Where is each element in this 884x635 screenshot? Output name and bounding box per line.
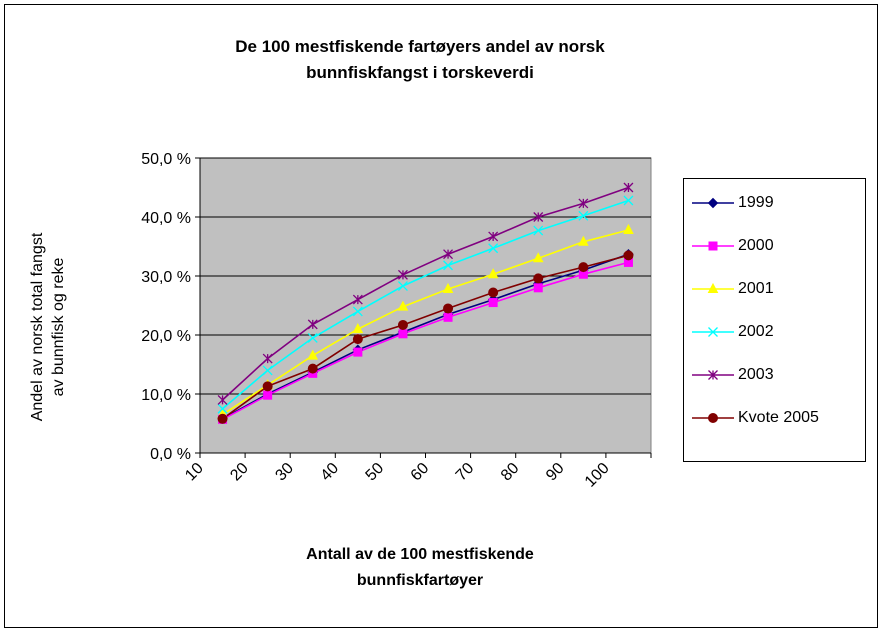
- data-point-kvote-2005: [443, 303, 454, 314]
- data-point-2003: [488, 231, 499, 242]
- data-point-2003: [533, 212, 544, 222]
- legend-label: 2003: [738, 366, 774, 383]
- legend: 1999 2000 2001 2002 2003 Kvote 2005: [683, 178, 866, 462]
- data-point-2000: [443, 312, 453, 322]
- legend-marker: [708, 327, 718, 337]
- chart-title: De 100 mestfiskende fartøyers andel av n…: [120, 34, 720, 86]
- data-point-kvote-2005: [352, 334, 363, 345]
- legend-label: 1999: [738, 194, 774, 211]
- data-point-2003: [307, 319, 318, 330]
- data-point-kvote-2005: [397, 319, 408, 330]
- legend-label: 2002: [738, 323, 774, 340]
- legend-swatch: [692, 197, 734, 209]
- legend-swatch: [692, 370, 734, 380]
- legend-label: 2001: [738, 280, 774, 297]
- x-tick-label: 60: [408, 460, 433, 485]
- legend-item-2001: 2001: [690, 277, 774, 301]
- data-point-2002: [443, 260, 454, 271]
- series-line-2001: [222, 229, 629, 416]
- data-point-2001: [397, 300, 409, 311]
- series-line-2003: [222, 186, 629, 401]
- data-point-kvote-2005: [578, 262, 589, 273]
- y-tick-label: 10,0 %: [141, 387, 191, 404]
- data-point-kvote-2005: [488, 287, 499, 298]
- legend-marker: [707, 282, 719, 293]
- data-point-2002: [397, 281, 408, 291]
- series-line-2002: [222, 199, 629, 410]
- data-point-2002: [352, 306, 363, 317]
- data-point-2003: [397, 269, 408, 280]
- x-tick-label: 70: [453, 460, 478, 485]
- y-tick-label: 50,0 %: [141, 151, 191, 168]
- data-point-2001: [578, 235, 589, 246]
- series-line-kvote-2005: [222, 254, 629, 420]
- legend-item-2002: 2002: [690, 320, 774, 344]
- data-point-2003: [217, 394, 228, 405]
- data-point-2002: [533, 225, 544, 236]
- data-point-kvote-2005: [307, 363, 318, 374]
- data-point-2003: [443, 249, 454, 260]
- data-point-2002: [307, 332, 318, 343]
- x-tick-label: 80: [498, 460, 523, 485]
- legend-item-2000: 2000: [690, 234, 774, 258]
- data-point-2002: [262, 365, 273, 376]
- legend-label: 2000: [738, 237, 774, 254]
- data-point-2001: [623, 223, 634, 234]
- legend-item-2003: 2003: [690, 363, 774, 387]
- data-point-2003: [578, 198, 589, 209]
- legend-marker: [707, 197, 719, 209]
- data-point-kvote-2005: [623, 250, 634, 261]
- data-point-2002: [488, 243, 499, 254]
- data-point-2000: [353, 347, 363, 357]
- data-point-2000: [398, 329, 408, 339]
- x-tick-label: 10: [182, 460, 207, 485]
- data-point-2002: [623, 195, 634, 206]
- data-point-2001: [487, 268, 499, 279]
- y-tick-label: 30,0 %: [141, 269, 191, 286]
- x-axis-title: Antall av de 100 mestfiskende bunnfiskfa…: [220, 542, 620, 594]
- data-point-2003: [262, 353, 273, 364]
- x-tick-label: 50: [363, 460, 388, 485]
- y-tick-label: 20,0 %: [141, 328, 191, 345]
- chart-title-line-1: De 100 mestfiskende fartøyers andel av n…: [235, 37, 605, 56]
- legend-swatch: [692, 282, 734, 293]
- data-point-2001: [307, 349, 319, 360]
- plot-area: [199, 157, 652, 454]
- x-tick-label: 40: [318, 460, 343, 485]
- x-axis-title-line-1: Antall av de 100 mestfiskende: [306, 546, 534, 563]
- x-tick-label: 30: [272, 460, 297, 485]
- legend-swatch: [692, 327, 734, 337]
- data-point-2001: [352, 323, 364, 334]
- data-point-2003: [623, 182, 634, 193]
- data-point-2003: [352, 294, 363, 305]
- y-tick-label: 40,0 %: [141, 210, 191, 227]
- data-point-2002: [217, 403, 228, 414]
- data-point-kvote-2005: [262, 381, 273, 392]
- legend-swatch: [692, 413, 734, 423]
- x-tick-label: 90: [543, 460, 568, 485]
- data-point-2001: [532, 252, 544, 263]
- legend-marker: [708, 241, 718, 251]
- legend-marker: [708, 370, 718, 380]
- data-point-2001: [442, 282, 454, 293]
- chart-title-line-2: bunnfiskfangst i torskeverdi: [306, 63, 534, 82]
- data-point-2000: [488, 298, 498, 308]
- legend-item-1999: 1999: [690, 191, 774, 215]
- data-point-2000: [263, 390, 273, 400]
- legend-label: Kvote 2005: [738, 409, 819, 426]
- series-line-2000: [222, 261, 629, 421]
- data-point-2002: [578, 210, 589, 221]
- data-point-kvote-2005: [217, 413, 228, 424]
- legend-marker: [708, 413, 718, 423]
- legend-item-kvote-2005: Kvote 2005: [690, 406, 819, 430]
- x-tick-label: 20: [227, 460, 252, 485]
- series-line-1999: [222, 253, 629, 420]
- data-point-2000: [533, 283, 543, 293]
- x-tick-label: 100: [582, 460, 613, 491]
- x-axis-title-line-2: bunnfiskfartøyer: [356, 572, 484, 589]
- y-tick-label: 0,0 %: [150, 446, 191, 463]
- legend-swatch: [692, 241, 734, 251]
- data-point-kvote-2005: [533, 273, 544, 284]
